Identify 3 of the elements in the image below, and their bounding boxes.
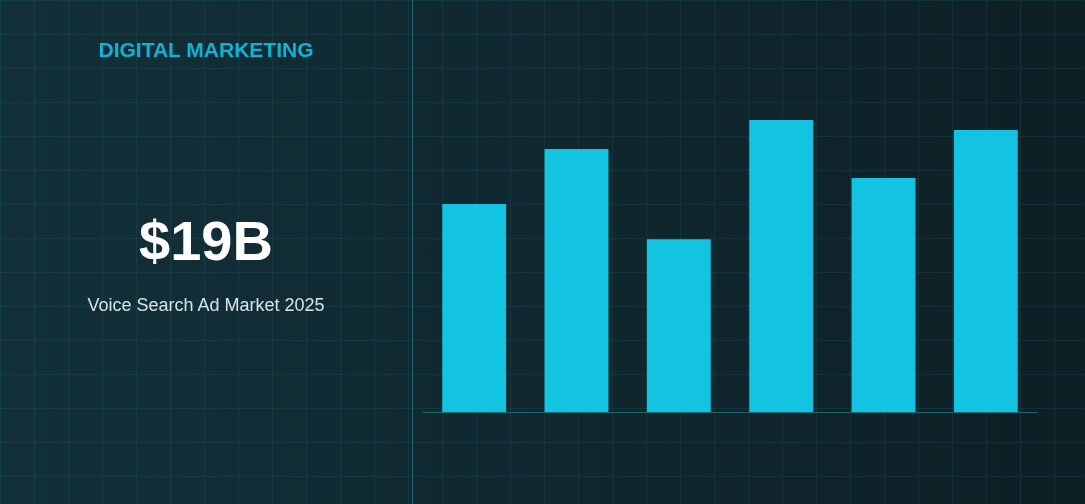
text: Voice Search Ad Market 2025: [86, 295, 326, 316]
text: DIGITAL MARKETING: [97, 38, 315, 62]
text: $19B: [138, 208, 274, 273]
